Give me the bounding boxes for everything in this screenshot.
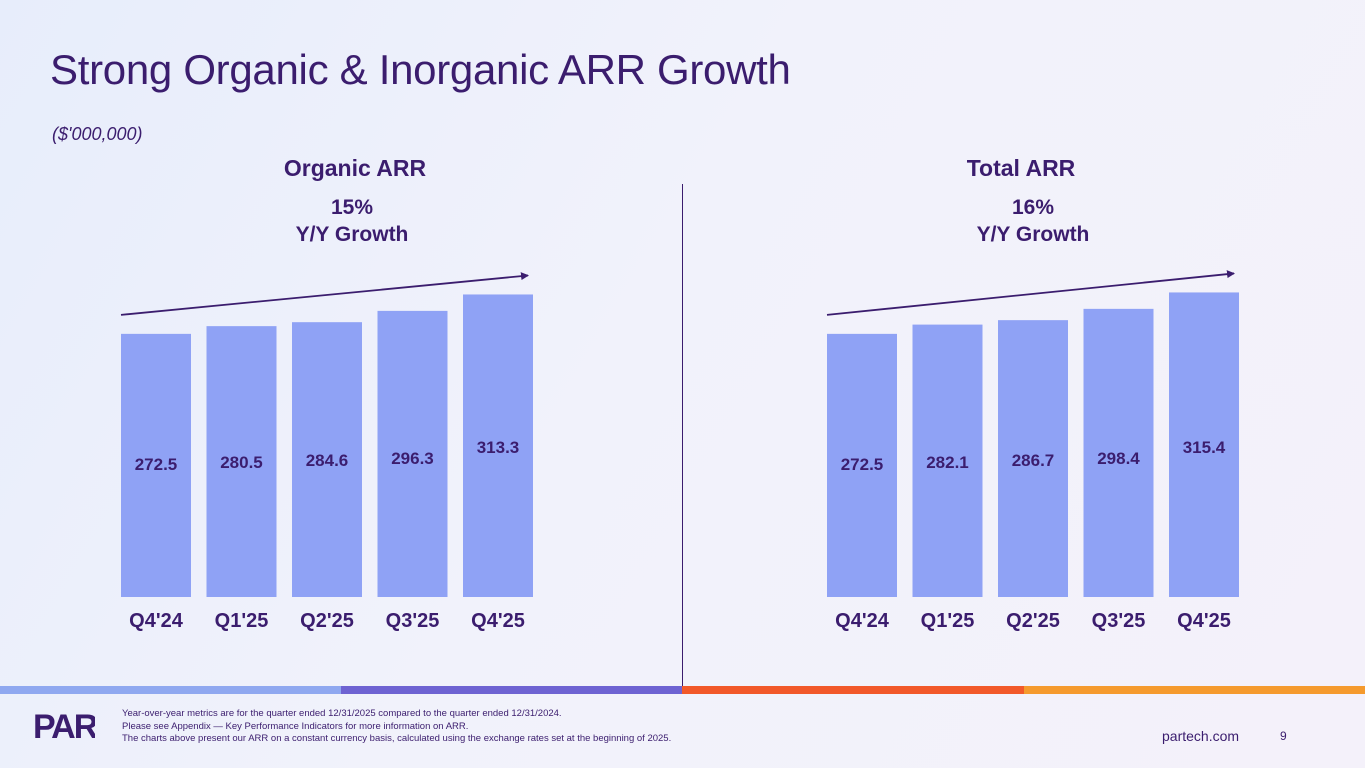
- organic-growth-callout: 15% Y/Y Growth: [202, 194, 502, 248]
- organic-value-label-1: 272.5: [135, 455, 178, 474]
- page-number: 9: [1280, 729, 1287, 743]
- organic-growth-label: Y/Y Growth: [295, 223, 409, 246]
- footnote-3: The charts above present our ARR on a co…: [122, 733, 672, 744]
- par-logo-text: PAR: [33, 709, 95, 741]
- total-category-label-5: Q4'25: [1177, 610, 1231, 632]
- organic-category-label-2: Q1'25: [215, 610, 269, 632]
- units-note: ($'000,000): [52, 124, 143, 144]
- organic-value-label-4: 296.3: [391, 449, 434, 468]
- organic-category-label-3: Q2'25: [300, 610, 354, 632]
- total-category-label-4: Q3'25: [1092, 610, 1146, 632]
- page-title: Strong Organic & Inorganic ARR Growth: [50, 46, 791, 93]
- total-value-label-4: 298.4: [1097, 449, 1140, 468]
- organic-bar-1: [121, 333, 191, 597]
- organic-bar-5: [463, 294, 533, 597]
- footnote-2: Please see Appendix — Key Performance In…: [122, 720, 469, 732]
- total-arr-chart: 272.5 Q4'24 282.1 Q1'25 286.7 Q2'25 298.4 Q3'25…: [826, 270, 1239, 632]
- website-link[interactable]: partech.com: [1162, 728, 1240, 744]
- total-bar-1: [827, 333, 897, 597]
- total-bar-3: [998, 320, 1068, 597]
- total-category-label-1: Q4'24: [835, 610, 890, 632]
- total-value-label-1: 272.5: [841, 455, 884, 474]
- chart-divider: [682, 184, 683, 690]
- brand-stripe-4: [1024, 686, 1365, 694]
- organic-chart-title: Organic ARR: [283, 155, 427, 181]
- total-category-label-2: Q1'25: [921, 610, 975, 632]
- total-bar-5: [1169, 292, 1239, 597]
- organic-trend-arrow: [120, 272, 529, 316]
- organic-value-label-3: 284.6: [306, 451, 349, 470]
- organic-value-label-5: 313.3: [477, 438, 520, 457]
- total-growth-label: Y/Y Growth: [976, 223, 1090, 246]
- total-growth-pct: 16%: [1011, 196, 1055, 219]
- organic-arr-chart: 272.5 Q4'24 280.5 Q1'25 284.6 Q2'25 296.3 Q3'25…: [120, 272, 533, 632]
- total-category-label-3: Q2'25: [1006, 610, 1060, 632]
- organic-value-label-2: 280.5: [220, 453, 263, 472]
- footnotes: Year-over-year metrics are for the quart…: [122, 708, 671, 746]
- brand-stripe-3: [682, 686, 1024, 694]
- total-value-label-5: 315.4: [1183, 438, 1226, 457]
- total-value-label-3: 286.7: [1012, 451, 1055, 470]
- brand-stripe-1: [0, 686, 341, 694]
- organic-bar-2: [206, 326, 277, 597]
- organic-category-label-5: Q4'25: [471, 610, 525, 632]
- organic-growth-pct: 15%: [330, 196, 374, 219]
- par-logo: PAR: [33, 709, 95, 741]
- total-value-label-2: 282.1: [926, 453, 969, 472]
- brand-stripe-2: [341, 686, 682, 694]
- total-growth-callout: 16% Y/Y Growth: [883, 194, 1183, 248]
- organic-category-label-4: Q3'25: [386, 610, 440, 632]
- total-chart-title: Total ARR: [966, 155, 1076, 181]
- footnote-1: Year-over-year metrics are for the quart…: [122, 708, 562, 719]
- organic-bar-4: [377, 310, 448, 597]
- organic-bar-3: [292, 322, 362, 597]
- organic-category-label-1: Q4'24: [129, 610, 184, 632]
- total-trend-arrow: [826, 270, 1235, 316]
- total-bar-2: [912, 324, 983, 597]
- total-bar-4: [1083, 308, 1154, 597]
